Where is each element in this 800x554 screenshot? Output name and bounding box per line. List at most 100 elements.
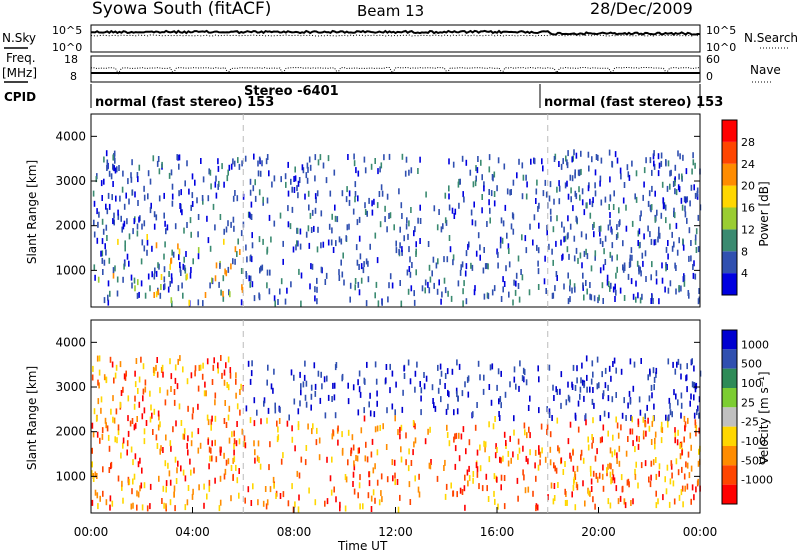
range-cell [652, 367, 655, 374]
range-cell [399, 280, 401, 286]
range-cell [525, 193, 528, 200]
range-cell [227, 169, 229, 176]
range-cell [428, 462, 431, 469]
range-cell [476, 449, 479, 456]
range-cell [664, 476, 666, 483]
range-cell [671, 231, 673, 238]
colorbar-swatch [722, 484, 737, 504]
range-cell [646, 404, 648, 411]
range-cell [341, 431, 343, 438]
range-cell [483, 247, 485, 253]
range-cell [232, 195, 235, 202]
range-cell [192, 258, 194, 265]
range-cell [665, 265, 667, 272]
range-cell [684, 421, 687, 428]
range-cell [107, 280, 110, 287]
range-cell [623, 262, 626, 269]
range-cell [538, 202, 540, 209]
range-cell [654, 190, 656, 197]
range-cell [465, 448, 467, 455]
range-cell [615, 367, 617, 374]
range-cell [451, 207, 454, 214]
range-cell [233, 160, 236, 167]
range-cell [240, 383, 242, 390]
range-cell [483, 293, 486, 300]
range-cell [181, 282, 183, 289]
range-cell [499, 236, 502, 243]
range-cell [519, 360, 521, 367]
range-cell [374, 361, 377, 368]
range-cell [443, 256, 445, 263]
range-cell [477, 360, 480, 367]
range-cell [106, 425, 109, 432]
range-cell [537, 284, 540, 290]
range-cell [458, 455, 461, 462]
range-cell [552, 226, 555, 233]
range-cell [592, 371, 594, 378]
range-cell [523, 376, 525, 383]
range-cell [109, 356, 112, 363]
range-cell [91, 422, 94, 429]
range-cell [589, 490, 591, 497]
range-cell [580, 377, 582, 384]
range-cell [252, 483, 254, 490]
range-cell [521, 274, 524, 281]
range-cell [293, 187, 296, 193]
range-cell [381, 496, 383, 503]
range-cell [380, 162, 383, 169]
range-cell [360, 427, 363, 434]
range-cell [401, 213, 403, 219]
range-cell [613, 190, 615, 197]
range-cell [650, 460, 653, 467]
range-cell [423, 372, 425, 378]
power-colorbar-label: Power [dB] [757, 181, 771, 246]
range-cell [488, 421, 490, 428]
range-cell [436, 288, 439, 295]
range-cell [696, 409, 698, 416]
range-cell [697, 298, 700, 305]
freq-left-tick-bottom: 8 [70, 70, 77, 83]
range-cell [177, 460, 179, 467]
range-cell [355, 455, 357, 461]
range-cell [632, 498, 634, 505]
range-cell [258, 236, 261, 243]
range-cell [466, 376, 469, 383]
range-cell [394, 415, 396, 422]
range-cell [182, 263, 185, 270]
range-cell [609, 502, 612, 509]
range-cell [493, 473, 496, 480]
range-cell [463, 280, 465, 287]
range-cell [388, 213, 390, 219]
range-cell [438, 279, 440, 286]
range-cell [573, 476, 576, 483]
range-cell [652, 298, 654, 304]
range-cell [639, 409, 642, 416]
range-cell [395, 247, 398, 254]
range-cell [219, 449, 222, 456]
range-cell [97, 379, 99, 386]
range-cell [406, 217, 408, 224]
range-cell [567, 193, 570, 200]
range-cell [649, 204, 652, 211]
range-cell [99, 437, 101, 444]
range-cell [269, 441, 271, 448]
range-cell [496, 476, 498, 483]
range-cell [458, 432, 460, 439]
range-cell [431, 384, 434, 391]
range-cell [680, 489, 683, 496]
range-cell [170, 445, 172, 452]
range-cell [615, 416, 617, 423]
range-cell [650, 204, 653, 211]
range-cell [631, 160, 633, 167]
range-cell [360, 277, 363, 284]
range-cell [120, 390, 123, 396]
range-cell [341, 271, 344, 278]
range-cell [406, 269, 409, 276]
range-cell [594, 503, 596, 510]
range-cell [358, 235, 361, 242]
nave-label: Nave [750, 63, 781, 77]
range-cell [635, 196, 638, 203]
range-cell [273, 368, 275, 375]
range-cell [523, 369, 526, 376]
range-cell [179, 355, 181, 362]
